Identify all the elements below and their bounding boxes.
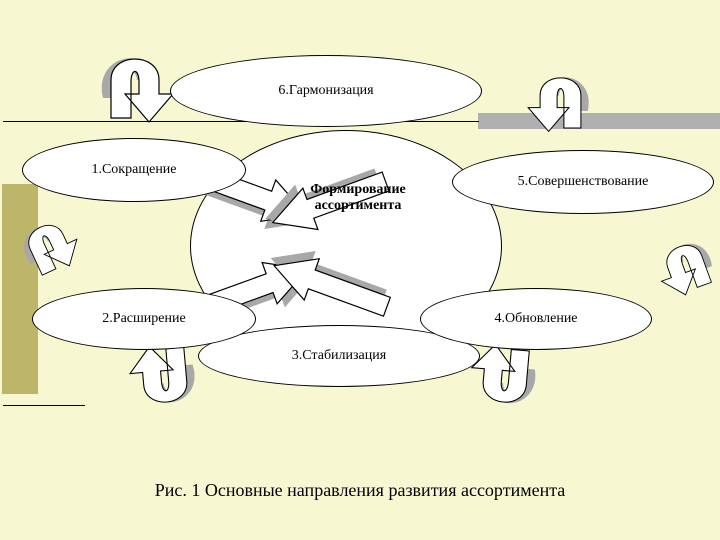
node-label-n5: 5.Совершенствование [518,174,649,191]
figure-caption-text: Рис. 1 Основные направления развития асс… [155,480,566,500]
node-label-n4: 4.Обновление [494,311,577,328]
figure-caption: Рис. 1 Основные направления развития асс… [0,480,720,501]
curved-arrow-a6-5 [518,60,603,137]
node-n4: 4.Обновление [420,288,652,350]
horizontal-rule-bottom [3,405,85,406]
center-label-line1: Формирование [310,182,406,197]
node-label-n2: 2.Расширение [102,311,185,328]
center-label: Формирование ассортимента [278,182,438,214]
node-n2: 2.Расширение [32,288,256,350]
node-label-n1: 1.Сокращение [91,162,176,179]
curved-arrow-a1-6 [85,38,185,128]
node-n6: 6.Гармонизация [170,55,482,127]
center-label-line2: ассортимента [315,198,402,213]
node-label-n6: 6.Гармонизация [278,83,373,100]
node-n1: 1.Сокращение [22,138,246,202]
node-label-n3: 3.Стабилизация [292,348,386,365]
node-n5: 5.Совершенствование [452,150,714,214]
